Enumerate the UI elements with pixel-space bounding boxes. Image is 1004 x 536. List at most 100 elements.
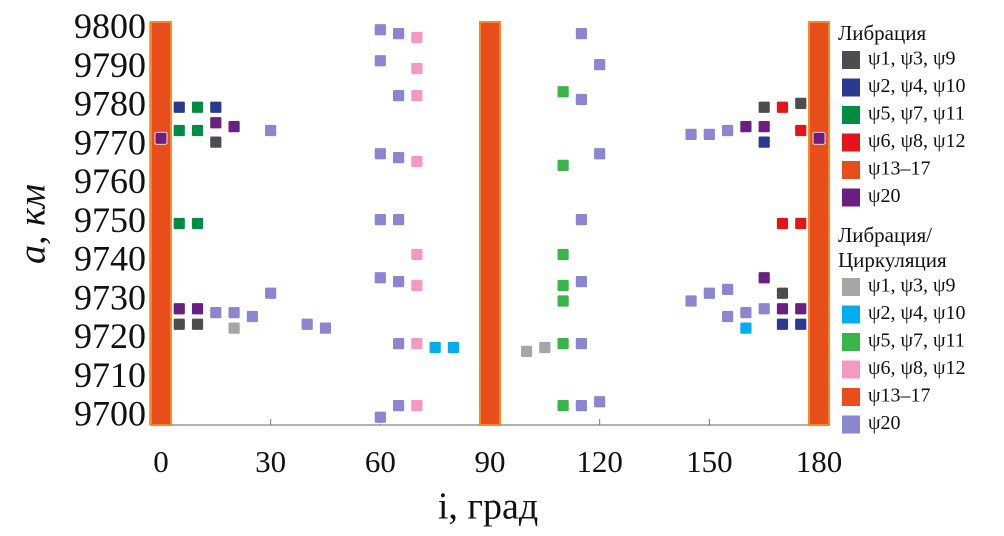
legend-swatch [842,305,860,324]
point [172,124,186,137]
point [191,317,204,331]
point [410,62,424,75]
y-tick-label: 9700 [74,394,146,434]
point [264,124,278,137]
point [191,124,204,137]
point [721,124,735,137]
y-tick-label: 9720 [74,316,146,356]
legend-swatch [842,133,860,152]
point [191,217,204,230]
point [739,120,753,134]
point [757,271,771,285]
point [812,131,826,145]
point [593,58,607,72]
legend-swatch [842,415,860,434]
point [209,116,223,130]
band [808,21,831,426]
legend-label: ψ5, ψ7, ψ11 [868,103,965,125]
point [556,399,570,413]
point [191,302,204,316]
x-tick-label: 30 [255,444,286,479]
point [776,100,789,114]
point [556,158,570,172]
legend-label: ψ6, ψ8, ψ12 [868,357,966,379]
y-tick-label: 9770 [74,122,146,162]
point [209,135,223,149]
legend-swatch [842,333,860,351]
point [794,217,808,230]
point [794,96,808,110]
point [556,85,570,99]
x-tick-label: 180 [796,444,843,479]
point [721,310,735,323]
point [574,275,588,289]
point [428,341,442,354]
point [574,399,588,413]
point [776,286,789,300]
point [373,147,387,161]
point [373,271,387,285]
point [227,306,241,320]
point [794,302,808,316]
legend-label: ψ13–17 [868,385,931,407]
point [172,100,186,114]
point [172,302,186,316]
point [172,217,186,230]
point [392,213,406,227]
legend-label: ψ5, ψ7, ψ11 [868,330,965,352]
point [410,279,424,292]
y-tick-label: 9800 [74,6,146,46]
point [172,317,186,331]
band [479,21,501,426]
y-tick-label: 9740 [74,239,146,279]
point [410,155,424,168]
legend-swatch [842,360,860,379]
point [739,306,753,320]
point [721,282,735,296]
legend-swatch [842,188,860,207]
point [556,248,570,261]
point [776,217,789,230]
point [264,286,278,300]
x-tick-label: 150 [686,444,733,479]
x-tick-label: 120 [576,444,623,479]
point [757,100,771,114]
point [410,399,424,413]
point [684,294,698,308]
y-tick-label: 9730 [74,277,146,317]
point [794,124,808,137]
point [739,321,753,335]
point [702,127,716,141]
y-tick-label: 9760 [74,161,146,201]
point [392,89,406,103]
legend-label: ψ20 [868,412,901,434]
legend-label: ψ13–17 [868,158,931,180]
point [593,395,607,409]
point [776,302,789,316]
point [373,23,387,37]
legend-label: ψ20 [868,185,901,207]
y-tick-label: 9750 [74,200,146,240]
point [757,120,771,134]
point [776,317,789,331]
legend-label: ψ2, ψ4, ψ10 [868,302,966,324]
point [373,213,387,227]
legend-label: ψ2, ψ4, ψ10 [868,75,966,97]
point [410,337,424,351]
legend-label: ψ1, ψ3, ψ9 [868,48,956,70]
point [227,321,241,335]
x-tick-label: 60 [365,444,396,479]
legend-swatch [842,106,860,124]
legend-swatch [842,278,860,296]
point [392,399,406,413]
point [684,127,698,141]
point [410,248,424,261]
legend-title: Циркуляция [838,248,947,272]
point [556,337,570,351]
point [556,294,570,308]
point [410,31,424,44]
y-tick-label: 9710 [74,355,146,395]
point [392,151,406,165]
point [300,317,314,331]
point [593,147,607,161]
